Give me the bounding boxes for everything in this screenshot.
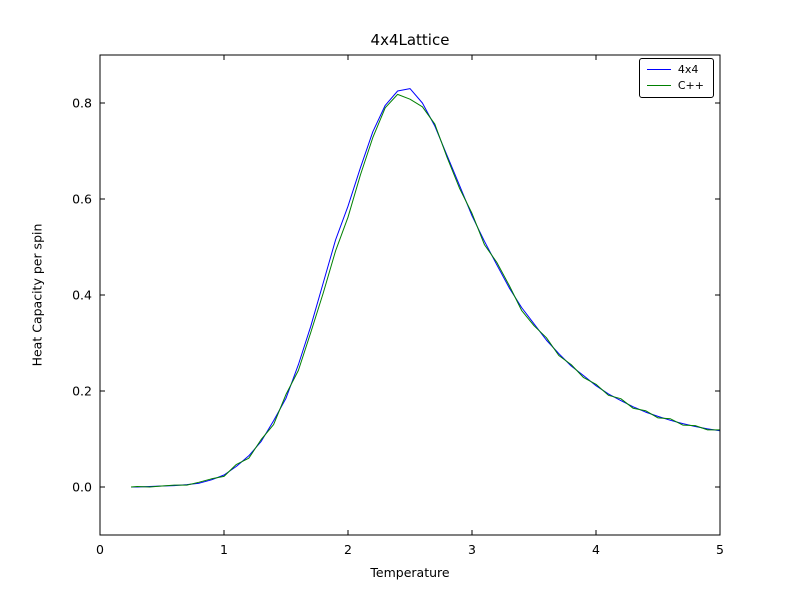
y-tick-label: 0.0 bbox=[72, 480, 92, 495]
legend-item: 4x4 bbox=[646, 63, 704, 76]
legend-item: C++ bbox=[646, 79, 704, 92]
series-line-C++ bbox=[130, 93, 720, 488]
chart-title: 4x4Lattice bbox=[370, 31, 450, 49]
y-tick-label: 0.8 bbox=[72, 96, 92, 111]
y-tick-label: 0.2 bbox=[72, 384, 92, 399]
legend-label: 4x4 bbox=[677, 63, 699, 76]
x-axis-label: Temperature bbox=[370, 565, 450, 580]
y-tick-label: 0.4 bbox=[72, 288, 92, 303]
x-tick-label: 3 bbox=[468, 542, 476, 557]
y-axis-label: Heat Capacity per spin bbox=[29, 223, 45, 367]
legend: 4x4 C++ bbox=[638, 58, 714, 98]
legend-line-sample bbox=[646, 69, 671, 70]
x-tick-label: 2 bbox=[344, 542, 352, 557]
legend-label: C++ bbox=[677, 79, 704, 92]
x-tick-label: 0 bbox=[96, 542, 104, 557]
series-line-4x4 bbox=[131, 88, 721, 488]
x-tick-label: 1 bbox=[220, 542, 228, 557]
x-tick-label: 4 bbox=[592, 542, 600, 557]
x-tick-label: 5 bbox=[716, 542, 724, 557]
y-tick-label: 0.6 bbox=[72, 192, 92, 207]
axes-frame bbox=[99, 54, 721, 536]
legend-line-sample bbox=[646, 85, 671, 86]
